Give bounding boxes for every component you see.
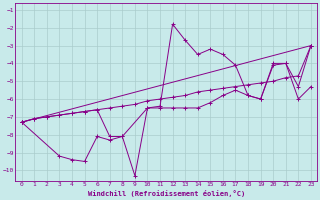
X-axis label: Windchill (Refroidissement éolien,°C): Windchill (Refroidissement éolien,°C) (88, 190, 245, 197)
